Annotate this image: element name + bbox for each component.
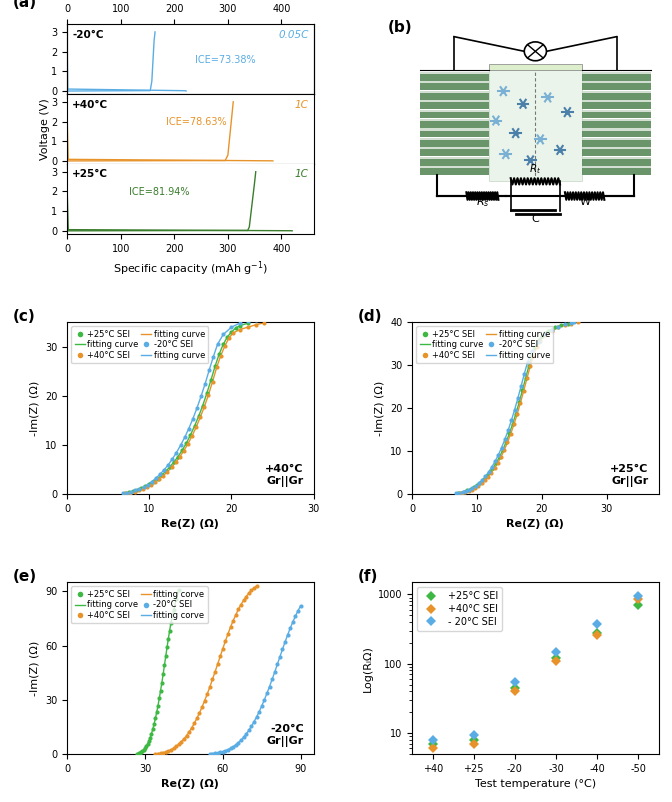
Bar [582, 100, 651, 103]
Text: $R_t$: $R_t$ [530, 162, 542, 176]
Bar [582, 157, 651, 159]
Text: (d): (d) [358, 309, 382, 323]
Bar [582, 166, 651, 168]
Bar [489, 71, 582, 181]
Bar [419, 149, 489, 156]
Bar [419, 72, 489, 74]
Text: 1C: 1C [295, 169, 308, 180]
Bar [582, 111, 651, 119]
X-axis label: Re(Z) (Ω): Re(Z) (Ω) [161, 519, 219, 529]
Y-axis label: Voltage (V): Voltage (V) [40, 98, 50, 160]
X-axis label: Test temperature (°C): Test temperature (°C) [475, 780, 596, 789]
Text: 0.05C: 0.05C [278, 30, 308, 39]
Y-axis label: Log(RᵢΩ): Log(RᵢΩ) [362, 645, 372, 691]
Circle shape [524, 42, 546, 61]
Legend: +25°C SEI, fitting curve, +40°C SEI, fitting curve, -20°C SEI, fitting curve: +25°C SEI, fitting curve, +40°C SEI, fit… [71, 326, 208, 363]
Bar [419, 81, 489, 83]
Bar [582, 168, 651, 175]
X-axis label: Re(Z) (Ω): Re(Z) (Ω) [507, 519, 564, 529]
Bar [582, 110, 651, 111]
Text: (b): (b) [388, 20, 412, 34]
Bar [419, 140, 489, 147]
Bar [582, 83, 651, 90]
Bar [419, 166, 489, 168]
Bar [582, 140, 651, 147]
Text: W: W [579, 197, 590, 208]
Bar [419, 93, 489, 99]
Bar [419, 111, 489, 119]
Legend: +25°C SEI, fitting curve, +40°C SEI, fitting curve, -20°C SEI, fitting curve: +25°C SEI, fitting curve, +40°C SEI, fit… [417, 326, 553, 363]
Bar [419, 74, 489, 81]
Bar [419, 138, 489, 140]
Bar [582, 91, 651, 93]
Bar [419, 168, 489, 175]
Bar [419, 91, 489, 93]
Y-axis label: -Im(Z) (Ω): -Im(Z) (Ω) [30, 380, 40, 435]
Bar [582, 119, 651, 121]
Bar [419, 131, 489, 137]
Bar [582, 121, 651, 128]
Text: +40°C: +40°C [72, 99, 108, 110]
Text: 1C: 1C [295, 99, 308, 110]
Legend: +25°C SEI, +40°C SEI, - 20°C SEI: +25°C SEI, +40°C SEI, - 20°C SEI [417, 587, 502, 630]
Bar [582, 74, 651, 81]
Bar [582, 159, 651, 166]
Y-axis label: -Im(Z) (Ω): -Im(Z) (Ω) [374, 380, 384, 435]
Bar [582, 128, 651, 131]
Bar [419, 119, 489, 121]
Text: ICE=73.38%: ICE=73.38% [196, 55, 256, 64]
Text: (c): (c) [13, 309, 36, 323]
Text: ICE=81.94%: ICE=81.94% [129, 188, 190, 197]
Bar [582, 81, 651, 83]
Text: ICE=78.63%: ICE=78.63% [166, 117, 226, 128]
Bar [582, 131, 651, 137]
Bar [582, 138, 651, 140]
Text: $R_s$: $R_s$ [476, 196, 489, 209]
Bar [419, 110, 489, 111]
Text: +25°C
Gr||Gr: +25°C Gr||Gr [610, 464, 648, 487]
Bar [419, 83, 489, 90]
Text: (f): (f) [358, 569, 378, 584]
Bar [582, 149, 651, 156]
Text: -20°C: -20°C [72, 30, 103, 39]
Bar [582, 148, 651, 149]
Legend: +25°C SEI, fitting corve, +40°C SEI, fitting corve, -20°C SEI, fitting corve: +25°C SEI, fitting corve, +40°C SEI, fit… [71, 586, 208, 623]
Text: +25°C: +25°C [72, 169, 108, 180]
Text: +40°C
Gr||Gr: +40°C Gr||Gr [265, 464, 304, 487]
Text: (e): (e) [13, 569, 37, 584]
Bar [419, 157, 489, 159]
Text: C: C [532, 214, 539, 225]
Bar [582, 103, 651, 109]
Bar [419, 103, 489, 109]
Bar [419, 128, 489, 131]
X-axis label: Specific capacity (mAh g$^{-1}$): Specific capacity (mAh g$^{-1}$) [113, 259, 268, 277]
Text: (a): (a) [13, 0, 37, 10]
Bar [582, 93, 651, 99]
Bar [419, 148, 489, 149]
Bar [419, 121, 489, 128]
Bar [489, 64, 582, 71]
Bar [582, 72, 651, 74]
Bar [419, 100, 489, 103]
Text: -20°C
Gr||Gr: -20°C Gr||Gr [267, 724, 304, 747]
X-axis label: Re(Z) (Ω): Re(Z) (Ω) [161, 780, 219, 789]
Y-axis label: -Im(Z) (Ω): -Im(Z) (Ω) [30, 641, 40, 695]
Bar [419, 159, 489, 166]
